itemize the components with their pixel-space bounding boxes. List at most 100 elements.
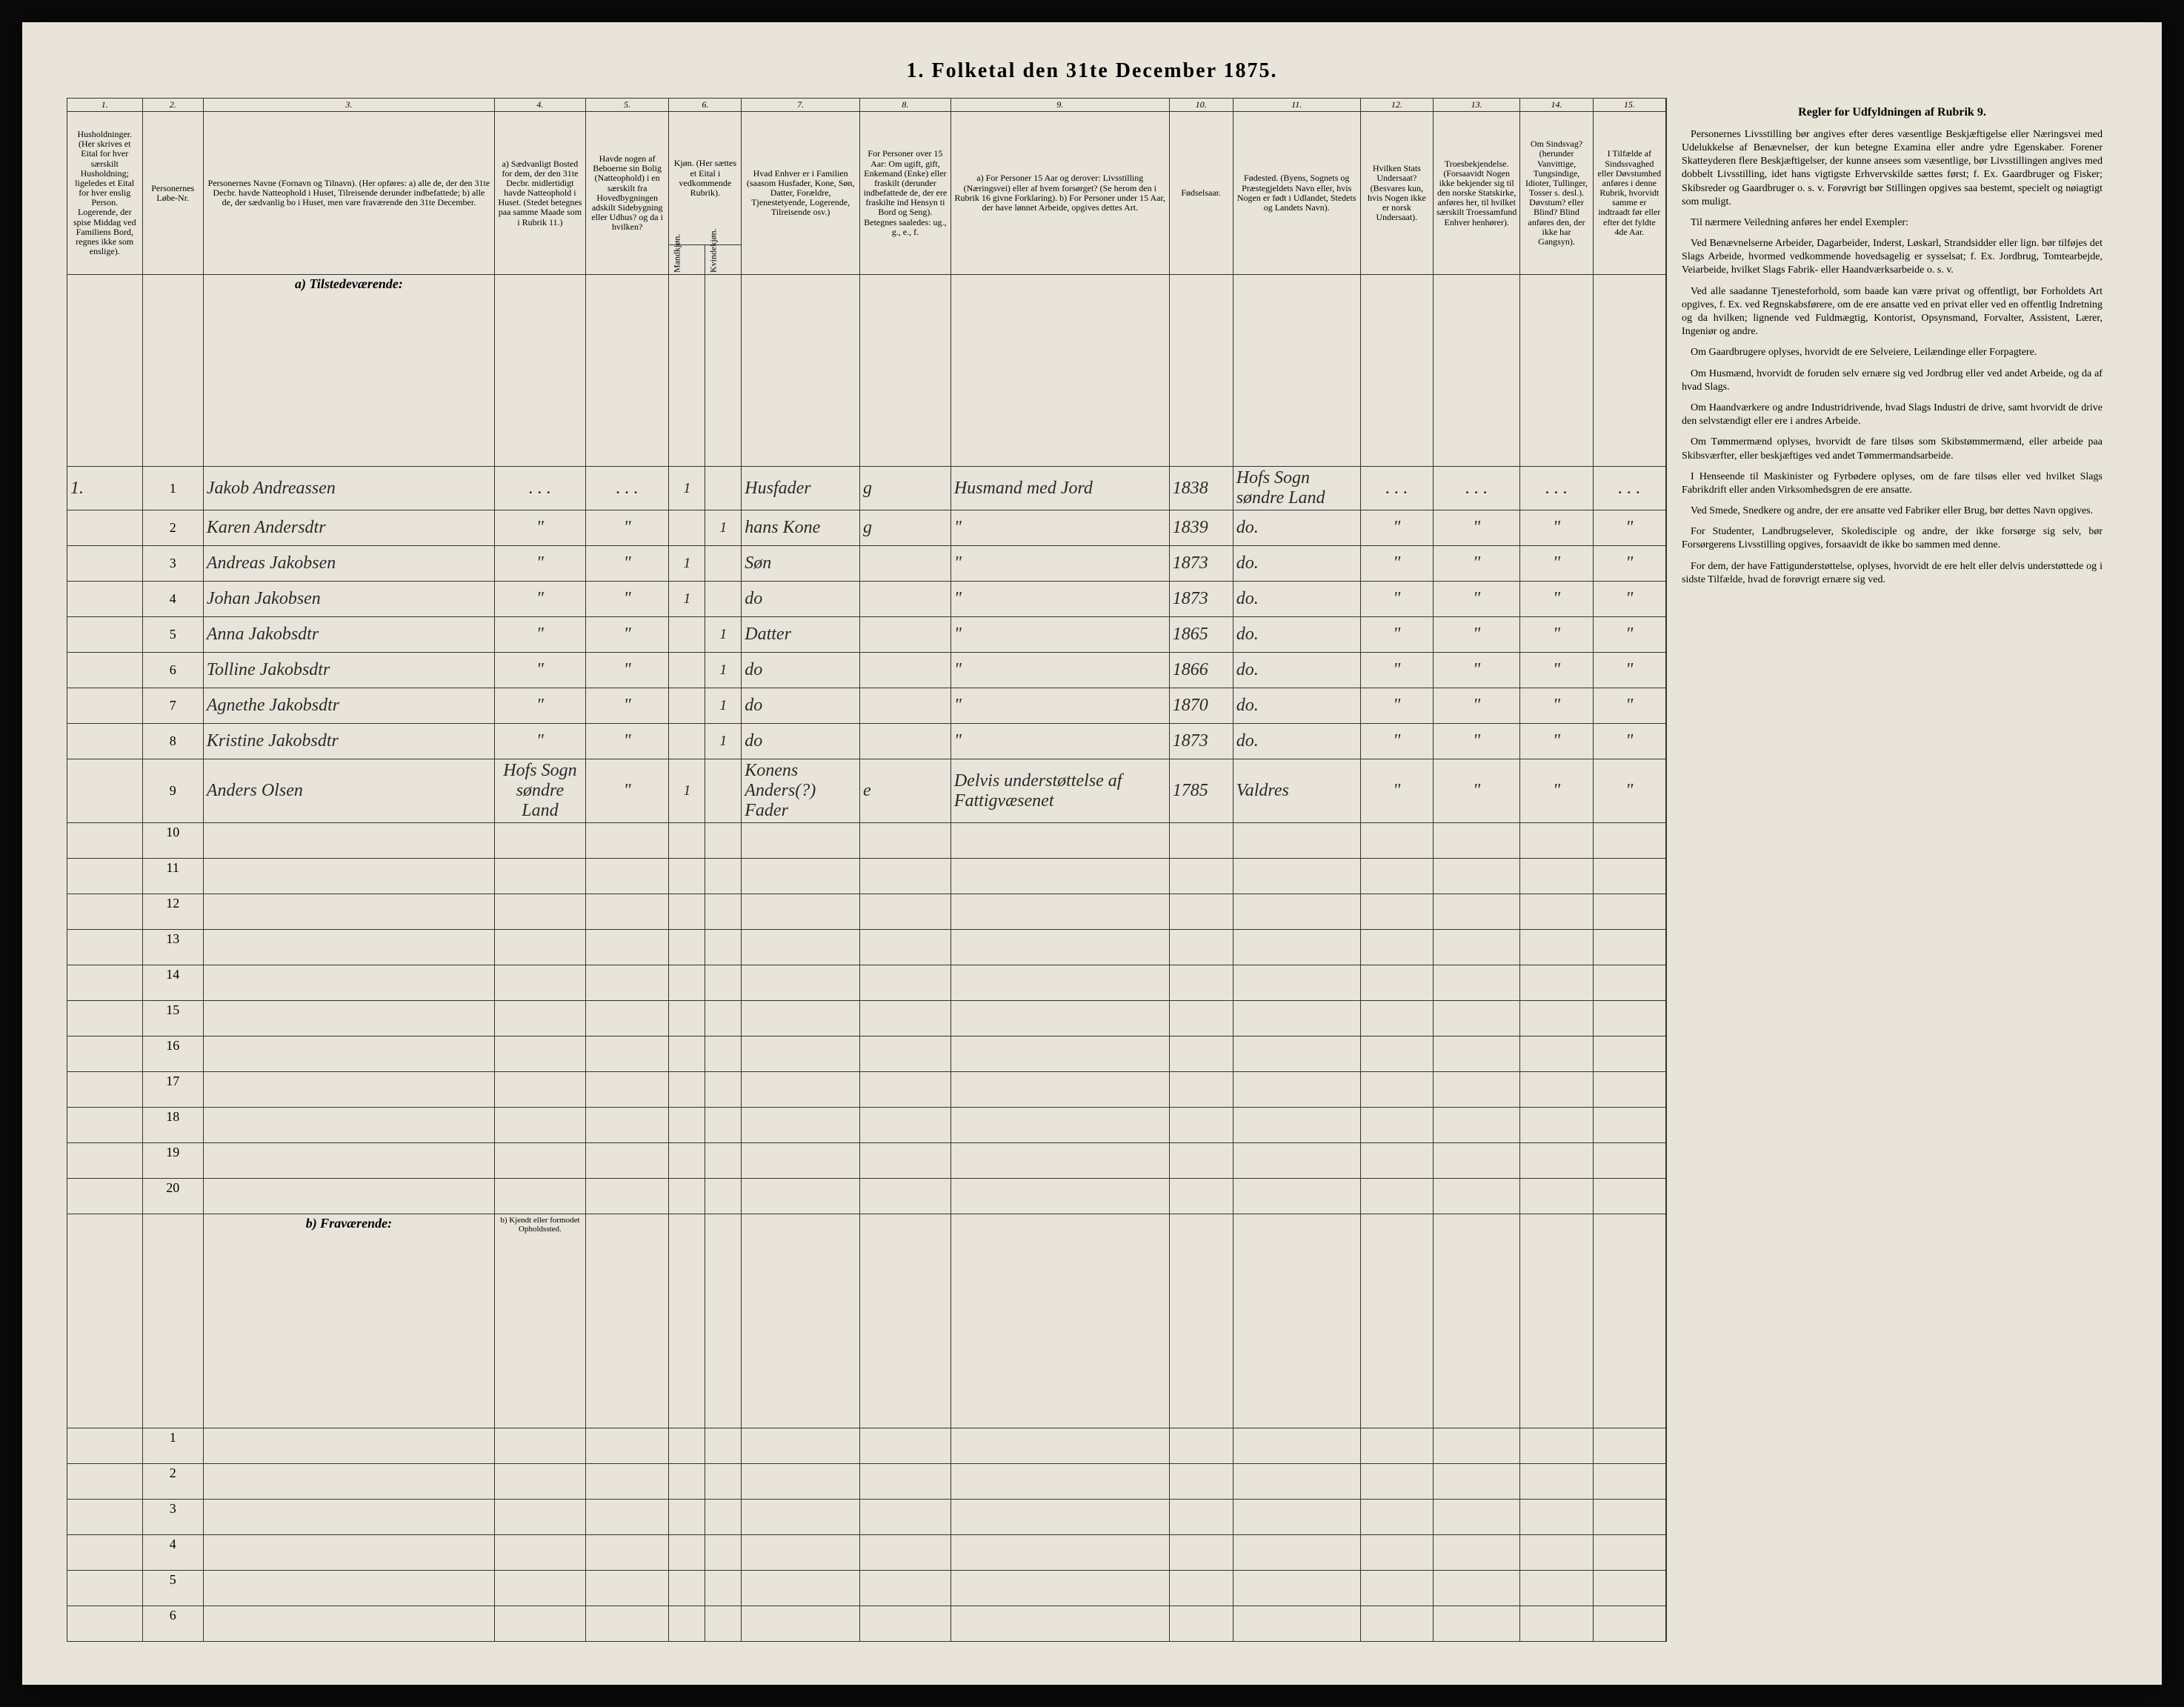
col-9-header: a) For Personer 15 Aar og derover: Livss…: [950, 112, 1169, 275]
instruction-paragraph: Ved alle saadanne Tjenesteforhold, som b…: [1682, 285, 2103, 339]
c4-cell: . . .: [495, 467, 586, 510]
census-page: 1. Folketal den 31te December 1875. 1. 2…: [22, 22, 2162, 1685]
relation-cell: Konens Anders(?) Fader: [742, 759, 860, 823]
col-6b-header: Kvindekjøn.: [705, 245, 742, 275]
ledger-layout: 1. 2. 3. 4. 5. 6. 7. 8. 9. 10. 11. 12. 1…: [67, 98, 2117, 1642]
person-num-cell: 4: [142, 1535, 203, 1571]
col-7-header: Hvad Enhver er i Familien (saasom Husfad…: [742, 112, 860, 275]
birthplace-cell: do.: [1233, 546, 1360, 582]
table-row: 4 Johan Jakobsen " " 1 do " 1873 do. " "…: [67, 582, 1666, 617]
instructions-header: Regler for Udfyldningen af Rubrik 9.: [1682, 105, 2103, 121]
col-4-header: a) Sædvanligt Bosted for dem, der den 31…: [495, 112, 586, 275]
col-8-header: For Personer over 15 Aar: Om ugift, gift…: [859, 112, 950, 275]
occupation-cell: ": [950, 510, 1169, 546]
marital-cell: [859, 582, 950, 617]
person-num-cell: 11: [142, 859, 203, 894]
c5-cell: ": [585, 510, 669, 546]
c12-cell: ": [1360, 759, 1433, 823]
c15-cell: ": [1593, 688, 1665, 724]
c14-cell: ": [1520, 546, 1593, 582]
c5-cell: . . .: [585, 467, 669, 510]
year-cell: 1865: [1169, 617, 1233, 653]
person-num-cell: 2: [142, 510, 203, 546]
col-10-header: Fødselsaar.: [1169, 112, 1233, 275]
person-num-cell: 1: [142, 1428, 203, 1464]
table-row: 13: [67, 930, 1666, 965]
c15-cell: ": [1593, 510, 1665, 546]
col-3-num: 3.: [203, 99, 494, 112]
c13-cell: ": [1433, 724, 1519, 759]
instruction-paragraph: For dem, der have Fattigunderstøttelse, …: [1682, 560, 2103, 587]
occupation-cell: ": [950, 582, 1169, 617]
name-cell: Johan Jakobsen: [203, 582, 494, 617]
col-2-num: 2.: [142, 99, 203, 112]
c15-cell: ": [1593, 724, 1665, 759]
household-cell: [67, 653, 143, 688]
c12-cell: . . .: [1360, 467, 1433, 510]
c4-cell: Hofs Sogn søndre Land: [495, 759, 586, 823]
table-row: 19: [67, 1143, 1666, 1179]
c13-cell: ": [1433, 546, 1519, 582]
col-12-header: Hvilken Stats Undersaat? (Besvares kun, …: [1360, 112, 1433, 275]
c12-cell: ": [1360, 724, 1433, 759]
page-title: 1. Folketal den 31te December 1875.: [67, 59, 2117, 83]
c14-cell: ": [1520, 688, 1593, 724]
col-8-num: 8.: [859, 99, 950, 112]
person-num-cell: 9: [142, 759, 203, 823]
c13-cell: ": [1433, 582, 1519, 617]
relation-cell: Søn: [742, 546, 860, 582]
table-row: 4: [67, 1535, 1666, 1571]
c13-cell: ": [1433, 759, 1519, 823]
table-row: 5: [67, 1571, 1666, 1606]
female-cell: 1: [705, 653, 742, 688]
person-num-cell: 1: [142, 467, 203, 510]
col-11-header: Fødested. (Byens, Sognets og Præstegjeld…: [1233, 112, 1360, 275]
occupation-cell: ": [950, 688, 1169, 724]
table-row: 2 Karen Andersdtr " " 1 hans Kone g " 18…: [67, 510, 1666, 546]
column-number-row: 1. 2. 3. 4. 5. 6. 7. 8. 9. 10. 11. 12. 1…: [67, 99, 1666, 112]
marital-cell: [859, 617, 950, 653]
name-cell: Andreas Jakobsen: [203, 546, 494, 582]
female-cell: 1: [705, 617, 742, 653]
c4-cell: ": [495, 724, 586, 759]
table-row: 14: [67, 965, 1666, 1001]
col-10-num: 10.: [1169, 99, 1233, 112]
c14-cell: ": [1520, 582, 1593, 617]
col-12-num: 12.: [1360, 99, 1433, 112]
person-num-cell: 2: [142, 1464, 203, 1500]
marital-cell: e: [859, 759, 950, 823]
instruction-paragraph: Ved Benævnelserne Arbeider, Dagarbeider,…: [1682, 237, 2103, 278]
table-row: 3 Andreas Jakobsen " " 1 Søn " 1873 do. …: [67, 546, 1666, 582]
c13-cell: ": [1433, 617, 1519, 653]
relation-cell: hans Kone: [742, 510, 860, 546]
person-num-cell: 3: [142, 546, 203, 582]
instructions-panel: Regler for Udfyldningen af Rubrik 9. Per…: [1666, 98, 2117, 1642]
col-6-num: 6.: [669, 99, 742, 112]
birthplace-cell: Valdres: [1233, 759, 1360, 823]
instruction-paragraph: Om Gaardbrugere oplyses, hvorvidt de ere…: [1682, 346, 2103, 359]
male-cell: [669, 653, 705, 688]
c14-cell: ": [1520, 759, 1593, 823]
c12-cell: ": [1360, 546, 1433, 582]
col-11-num: 11.: [1233, 99, 1360, 112]
col-6a-header: Mandkjøn.: [669, 245, 705, 275]
birthplace-cell: do.: [1233, 582, 1360, 617]
c15-cell: ": [1593, 759, 1665, 823]
person-num-cell: 5: [142, 617, 203, 653]
person-num-cell: 8: [142, 724, 203, 759]
relation-cell: do: [742, 688, 860, 724]
person-num-cell: 5: [142, 1571, 203, 1606]
c12-cell: ": [1360, 510, 1433, 546]
col-9-num: 9.: [950, 99, 1169, 112]
c12-cell: ": [1360, 653, 1433, 688]
name-cell: Kristine Jakobsdtr: [203, 724, 494, 759]
relation-cell: Datter: [742, 617, 860, 653]
person-num-cell: 4: [142, 582, 203, 617]
table-row: 7 Agnethe Jakobsdtr " " 1 do " 1870 do. …: [67, 688, 1666, 724]
c5-cell: ": [585, 546, 669, 582]
female-cell: 1: [705, 724, 742, 759]
section-b-label: b) Fraværende:: [203, 1214, 494, 1428]
c5-cell: ": [585, 617, 669, 653]
census-table: 1. 2. 3. 4. 5. 6. 7. 8. 9. 10. 11. 12. 1…: [67, 98, 1666, 1642]
male-cell: [669, 688, 705, 724]
